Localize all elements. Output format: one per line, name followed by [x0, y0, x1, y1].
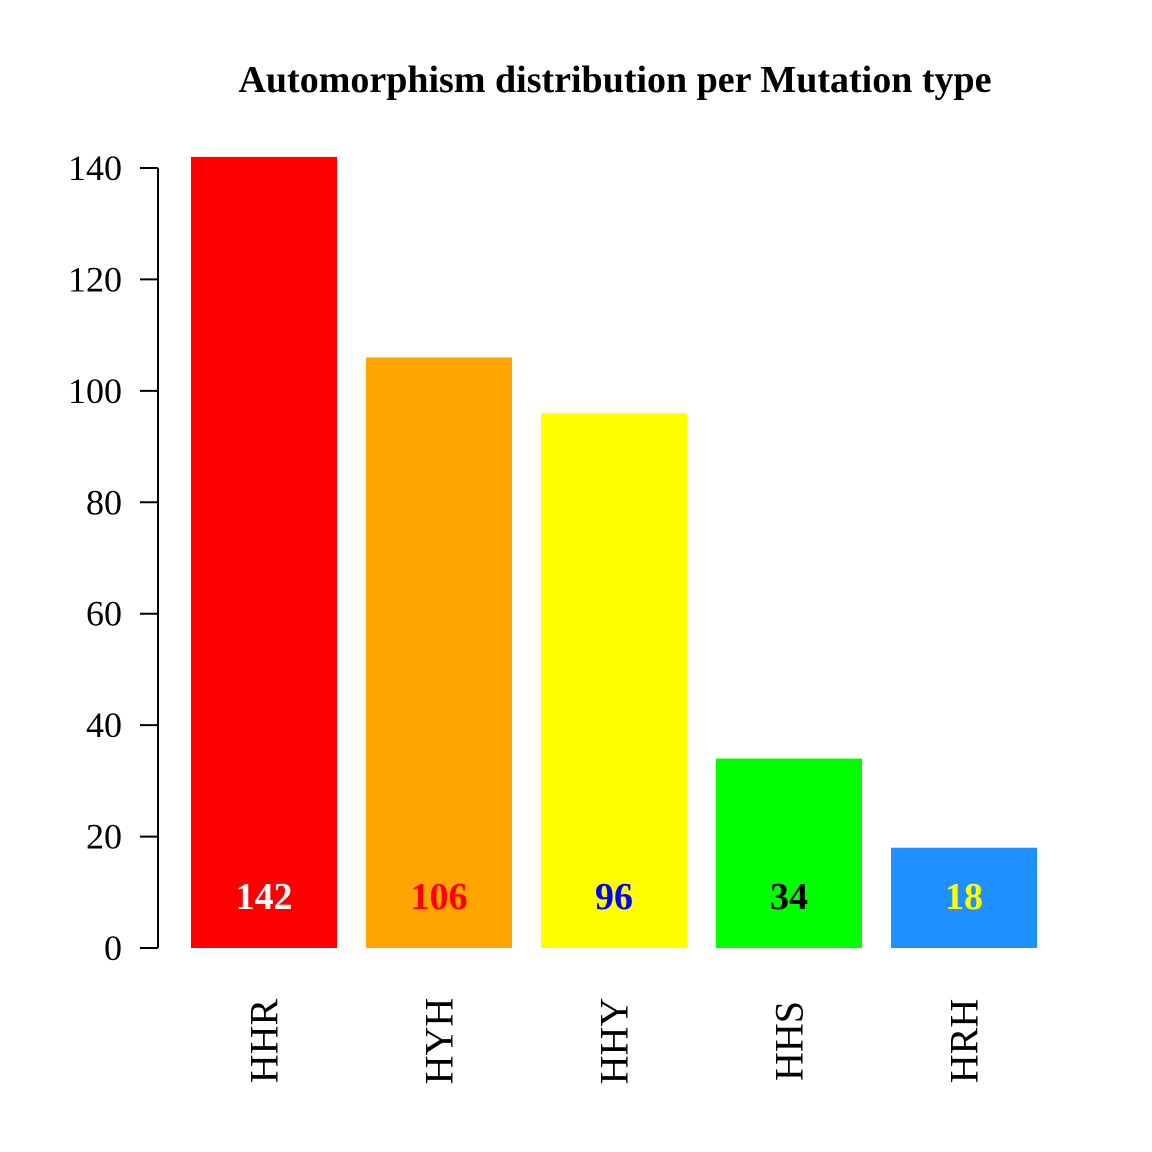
data-label: 18 [945, 876, 983, 918]
y-tick-label: 60 [86, 594, 122, 634]
x-tick-label: HYH [417, 998, 462, 1085]
bar-hrh [891, 847, 1037, 948]
x-tick-label: HHR [242, 998, 287, 1083]
chart-title: Automorphism distribution per Mutation t… [238, 59, 991, 101]
y-tick-label: 80 [86, 482, 122, 522]
y-tick-label: 40 [86, 705, 122, 745]
bars [191, 156, 1037, 949]
y-tick-label: 140 [68, 148, 122, 188]
bar-hhs [716, 758, 862, 948]
y-tick-label: 20 [86, 817, 122, 857]
data-label: 106 [411, 876, 468, 918]
data-labels: 142 106 96 34 18 [236, 876, 984, 918]
x-tick-label: HHS [767, 1001, 812, 1081]
x-axis-labels: HHR HYH HHY HHS HRH [242, 998, 987, 1085]
y-axis: 0 20 40 60 80 100 120 140 [68, 148, 159, 968]
x-tick-label: HHY [592, 998, 637, 1085]
bar-hyh [366, 357, 512, 948]
data-label: 34 [770, 876, 808, 918]
y-tick-label: 0 [104, 928, 122, 968]
x-tick-label: HRH [942, 999, 987, 1083]
bar-hhy [541, 413, 687, 949]
y-tick-label: 100 [68, 371, 122, 411]
data-label: 96 [595, 876, 633, 918]
bar-hhr [191, 156, 337, 948]
y-tick-label: 120 [68, 259, 122, 299]
data-label: 142 [236, 876, 293, 918]
